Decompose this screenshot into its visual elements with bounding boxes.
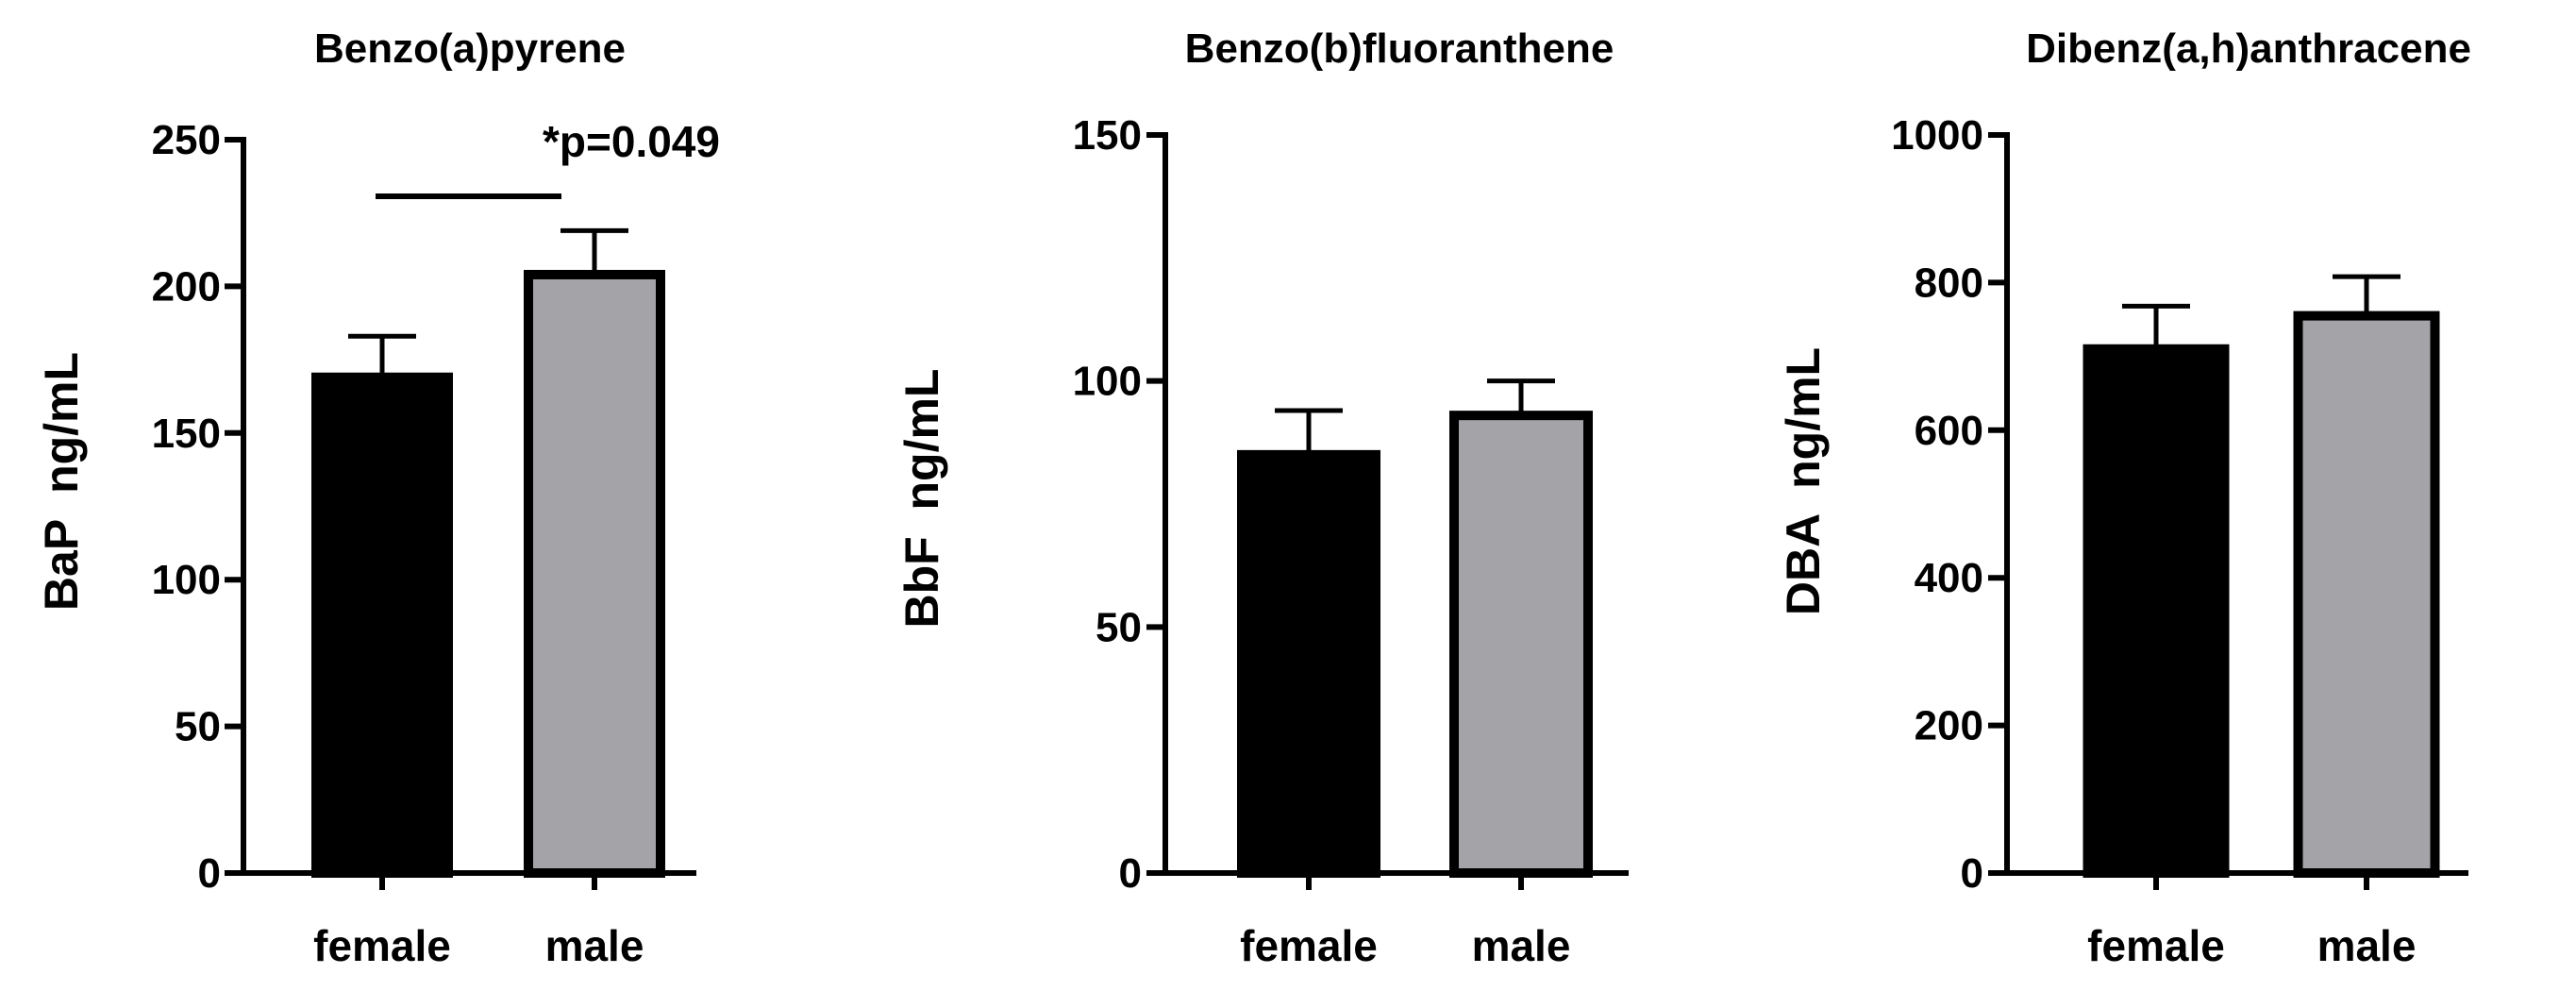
- chart3-y-axis-label: DBA ng/mL: [1777, 347, 1830, 615]
- chart2-y-tick-label-0: 0: [1119, 850, 1142, 897]
- chart1-title: Benzo(a)pyrene: [314, 25, 626, 72]
- chart3-bar-female: [2083, 344, 2230, 878]
- chart3-bar-male: [2293, 311, 2440, 878]
- chart2-title: Benzo(b)fluoranthene: [1185, 25, 1614, 72]
- chart2-category-label-male: male: [1472, 921, 1571, 970]
- chart3-category-label-female: female: [2087, 921, 2225, 970]
- chart1-y-tick-label-50: 50: [175, 704, 221, 750]
- chart1-y-tick-label-250: 250: [152, 117, 221, 163]
- chart1-y-axis-label: BaP ng/mL: [35, 352, 88, 611]
- chart2-y-tick-label-50: 50: [1096, 604, 1142, 650]
- chart1-category-label-male: male: [545, 921, 644, 970]
- chart1-bar-male: [524, 269, 665, 878]
- chart3-y-tick-label-200: 200: [1915, 703, 1983, 749]
- chart2-y-axis-label: BbF ng/mL: [895, 369, 948, 629]
- chart1-y-tick-label-200: 200: [152, 263, 221, 310]
- chart3-y-tick-label-800: 800: [1915, 260, 1983, 306]
- chart2-bar-female: [1237, 449, 1380, 878]
- chart1-y-tick-label-100: 100: [152, 557, 221, 603]
- chart1-y-tick-label-0: 0: [198, 850, 221, 897]
- chart3-y-tick-label-400: 400: [1915, 555, 1983, 601]
- chart1-y-tick-label-150: 150: [152, 411, 221, 457]
- chart1-bar-female: [311, 372, 453, 878]
- chart2-category-label-female: female: [1240, 921, 1378, 970]
- chart3-y-tick-label-0: 0: [1961, 850, 1983, 897]
- chart1-significance-label: *p=0.049: [543, 117, 720, 166]
- chart2-y-tick-label-150: 150: [1073, 112, 1142, 159]
- chart3-y-tick-label-1000: 1000: [1891, 112, 1983, 159]
- chart2-y-tick-label-100: 100: [1073, 359, 1142, 405]
- chart3-y-tick-label-600: 600: [1915, 408, 1983, 454]
- chart3-category-label-male: male: [2317, 921, 2417, 970]
- chart3-title: Dibenz(a,h)anthracene: [2026, 25, 2471, 72]
- chart2-bar-male: [1449, 411, 1593, 878]
- chart1-category-label-female: female: [313, 921, 451, 970]
